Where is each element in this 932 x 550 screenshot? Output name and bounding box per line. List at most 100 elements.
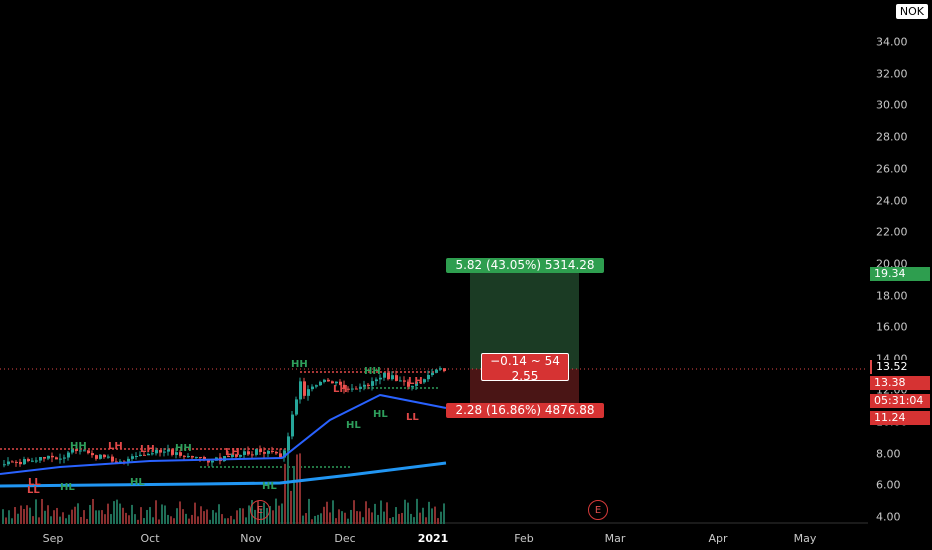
volume-bar bbox=[179, 501, 181, 524]
candle-body bbox=[55, 457, 58, 460]
candle-body bbox=[47, 455, 50, 459]
volume-bar bbox=[359, 511, 361, 524]
volume-bar bbox=[401, 512, 403, 524]
price-axis-tick: 28.00 bbox=[876, 130, 908, 144]
pivot-label: HH bbox=[175, 443, 192, 454]
volume-bar bbox=[212, 510, 214, 524]
volume-bar bbox=[236, 510, 238, 524]
chart-plot-area[interactable] bbox=[0, 0, 868, 528]
volume-bar bbox=[149, 507, 151, 524]
volume-bar bbox=[386, 502, 388, 524]
price-axis-tick: 6.00 bbox=[876, 478, 901, 492]
risk-reward-label[interactable]: −0.14 ~ 54 2.55 bbox=[481, 353, 569, 383]
symbol-badge[interactable]: NOK bbox=[895, 4, 928, 19]
volume-bar bbox=[338, 509, 340, 524]
candle-body bbox=[99, 454, 102, 459]
volume-bar bbox=[155, 500, 157, 524]
target-zone bbox=[470, 272, 579, 369]
candle-body bbox=[43, 456, 46, 459]
pivot-label: LL bbox=[28, 477, 41, 488]
pivot-label: HL bbox=[373, 409, 388, 420]
volume-bar bbox=[419, 512, 421, 524]
candle-body bbox=[279, 453, 282, 458]
volume-bar bbox=[44, 510, 46, 524]
volume-bar bbox=[326, 501, 328, 524]
candle-body bbox=[251, 454, 254, 456]
volume-bar bbox=[62, 512, 64, 524]
risk-reward-line2: 2.55 bbox=[511, 369, 539, 383]
candle-body bbox=[35, 460, 38, 462]
volume-bar bbox=[344, 512, 346, 524]
candle-body bbox=[59, 458, 62, 460]
volume-bar bbox=[125, 512, 127, 524]
candle-body bbox=[403, 380, 406, 382]
candle-body bbox=[187, 456, 190, 458]
volume-bar bbox=[20, 505, 22, 524]
volume-bar bbox=[431, 508, 433, 524]
volume-bar bbox=[422, 507, 424, 524]
volume-bar bbox=[35, 499, 37, 524]
volume-bar bbox=[233, 519, 235, 524]
stop-label[interactable]: 2.28 (16.86%) 4876.88 bbox=[446, 403, 604, 418]
volume-bar bbox=[29, 507, 31, 524]
volume-bar bbox=[98, 510, 100, 524]
candle-body bbox=[339, 381, 342, 385]
price-axis-tick: 18.00 bbox=[876, 289, 908, 303]
time-axis-tick: Mar bbox=[604, 532, 626, 545]
candle-body bbox=[331, 381, 334, 384]
target-label[interactable]: 5.82 (43.05%) 5314.28 bbox=[446, 258, 604, 273]
volume-bar bbox=[341, 511, 343, 524]
candle-body bbox=[39, 456, 42, 461]
time-axis-tick: 2021 bbox=[417, 532, 449, 545]
pivot-label: LL bbox=[406, 412, 419, 423]
volume-bar bbox=[50, 516, 52, 524]
candle-body bbox=[71, 449, 74, 453]
volume-bar bbox=[158, 519, 160, 524]
price-axis[interactable]: NOK 34.00 32.00 30.00 28.00 26.00 24.00 22.00 2… bbox=[868, 0, 932, 528]
candle-body bbox=[83, 450, 86, 452]
candle-body bbox=[287, 436, 290, 451]
earnings-marker[interactable]: E bbox=[250, 500, 270, 520]
volume-bar bbox=[428, 501, 430, 524]
candle-body bbox=[247, 451, 250, 455]
candle-body bbox=[227, 456, 230, 458]
volume-bar bbox=[26, 505, 28, 524]
volume-bar bbox=[59, 516, 61, 524]
moving-average-fast bbox=[0, 393, 447, 475]
earnings-marker[interactable]: E bbox=[588, 500, 608, 520]
candle-body bbox=[147, 453, 150, 456]
candle-body bbox=[431, 372, 434, 375]
candle-body bbox=[371, 381, 374, 386]
volume-bar bbox=[131, 504, 133, 524]
time-axis[interactable]: Sep Oct Nov Dec 2021 Feb Mar Apr May bbox=[0, 528, 868, 550]
volume-bar bbox=[203, 511, 205, 524]
candle-body bbox=[327, 379, 330, 382]
volume-bar bbox=[365, 501, 367, 524]
volume-bar bbox=[347, 518, 349, 524]
candle-body bbox=[311, 386, 314, 390]
pivot-label: HH bbox=[291, 359, 308, 370]
volume-bar bbox=[182, 509, 184, 524]
volume-bar bbox=[278, 505, 280, 524]
candle-body bbox=[303, 381, 306, 396]
volume-bar bbox=[14, 507, 16, 524]
volume-bar bbox=[368, 508, 370, 524]
volume-bar bbox=[440, 511, 442, 524]
candle-body bbox=[291, 414, 294, 437]
time-axis-tick: Nov bbox=[240, 532, 262, 545]
volume-bar bbox=[128, 515, 130, 524]
target-price-tag: 19.34 bbox=[870, 267, 930, 281]
volume-bar bbox=[311, 519, 313, 524]
price-axis-tick: 8.00 bbox=[876, 447, 901, 461]
candle-body bbox=[199, 456, 202, 458]
volume-bar bbox=[284, 463, 286, 524]
candle-body bbox=[407, 381, 410, 387]
candle-body bbox=[319, 381, 322, 386]
risk-reward-line1: −0.14 ~ 54 bbox=[490, 354, 560, 368]
volume-bar bbox=[110, 514, 112, 524]
candle-body bbox=[207, 460, 210, 463]
volume-bar bbox=[173, 518, 175, 524]
candle-body bbox=[427, 374, 430, 380]
volume-bar bbox=[101, 510, 103, 524]
volume-bar bbox=[350, 509, 352, 524]
